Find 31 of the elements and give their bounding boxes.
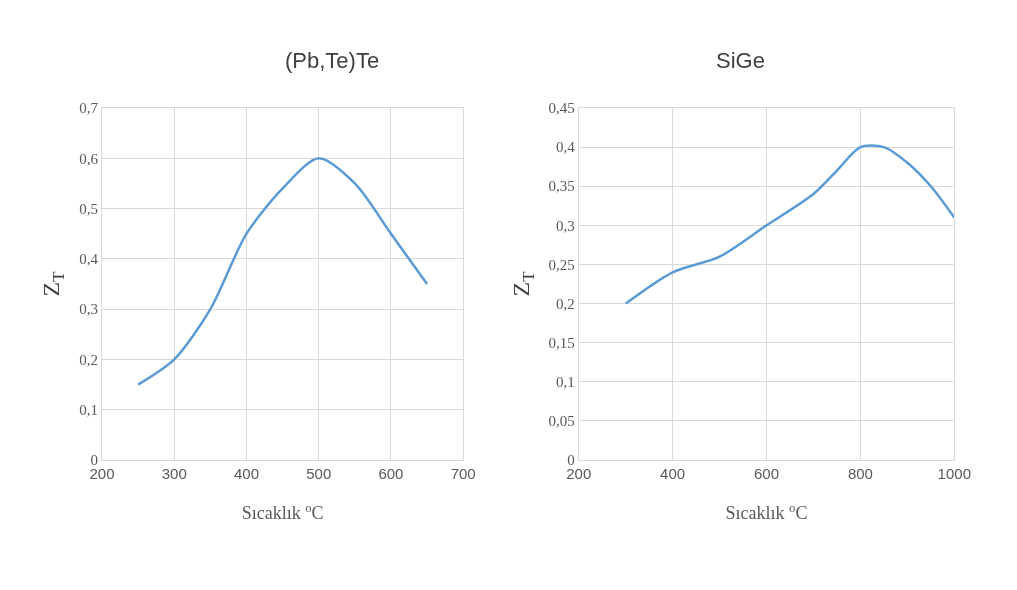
x-tick-label: 400 bbox=[233, 465, 260, 482]
x-tick-label: 700 bbox=[450, 465, 476, 482]
y-tick-label: 0,2 bbox=[79, 351, 99, 368]
y-tick-label: 0,4 bbox=[79, 251, 99, 268]
x-axis-title: Sıcaklık $^{o}$C bbox=[725, 500, 808, 524]
y-tick-label: 0,2 bbox=[555, 295, 575, 312]
x-tick-label: 600 bbox=[754, 465, 780, 482]
x-tick-label: 800 bbox=[847, 465, 873, 482]
y-tick-label: 0,6 bbox=[79, 150, 99, 167]
x-tick-label: 300 bbox=[161, 465, 187, 482]
line-series bbox=[136, 157, 429, 386]
x-tick-label: 1000 bbox=[937, 465, 971, 482]
chart-title: SiGe bbox=[716, 48, 765, 73]
x-tick-label: 600 bbox=[378, 465, 404, 482]
y-tick-label: 0,45 bbox=[548, 100, 575, 117]
y-tick-label: 0,05 bbox=[548, 413, 575, 430]
line-series bbox=[624, 144, 955, 305]
y-tick-label: 0,1 bbox=[555, 374, 575, 391]
y-tick-label: 0,7 bbox=[79, 100, 99, 117]
chart-title: (Pb,Te)Te bbox=[285, 48, 380, 73]
y-tick-label: 0,35 bbox=[548, 178, 575, 195]
y-tick-label: 0,5 bbox=[79, 200, 99, 217]
y-tick-label: 0,15 bbox=[548, 334, 575, 351]
y-tick-label: 0,4 bbox=[555, 139, 576, 156]
y-tick-label: 0,25 bbox=[548, 256, 575, 273]
x-tick-label: 500 bbox=[306, 465, 332, 482]
x-axis-title: Sıcaklık $^{o}$C bbox=[241, 500, 324, 524]
x-tick-label: 400 bbox=[660, 465, 686, 482]
y-tick-label: 0,3 bbox=[79, 301, 99, 318]
y-tick-label: 0,3 bbox=[555, 217, 575, 234]
y-tick-label: 0,1 bbox=[79, 401, 99, 418]
